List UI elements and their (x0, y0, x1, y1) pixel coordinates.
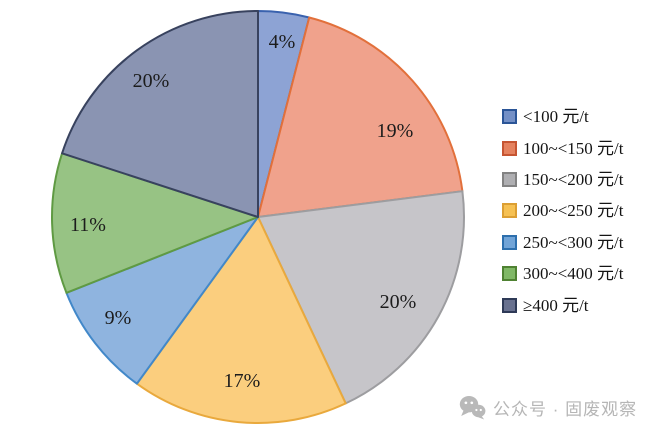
slice-label-2: 20% (380, 291, 417, 313)
legend-label: 200~<250 元/t (523, 201, 624, 221)
legend-marker-icon (502, 234, 517, 250)
watermark-text: 公众号 · 固废观察 (493, 400, 638, 419)
slice-label-3: 17% (224, 370, 261, 392)
pie-slice-5 (51, 152, 259, 294)
slice-label-6: 20% (133, 70, 170, 92)
pie-slice-6 (61, 10, 259, 218)
legend-label: 300~<400 元/t (523, 264, 624, 284)
watermark: 公众号 · 固废观察 (459, 395, 637, 420)
legend-marker-icon (502, 140, 517, 156)
legend-item-5: 300~<400 元/t (502, 258, 623, 289)
legend-item-3: 200~<250 元/t (502, 195, 623, 226)
slice-label-1: 19% (377, 120, 414, 142)
legend-label: 150~<200 元/t (523, 169, 624, 189)
legend-item-1: 100~<150 元/t (502, 132, 623, 163)
legend-marker-icon (502, 171, 517, 187)
legend-marker-icon (502, 203, 517, 219)
legend-item-0: <100 元/t (502, 101, 623, 132)
legend-item-4: 250~<300 元/t (502, 227, 623, 258)
legend-label: <100 元/t (523, 107, 589, 127)
legend-label: 250~<300 元/t (523, 232, 624, 252)
slice-label-4: 9% (105, 307, 132, 329)
legend-label: ≥400 元/t (523, 295, 589, 315)
pie-slice-3 (135, 216, 347, 424)
slice-label-5: 11% (70, 214, 106, 236)
legend-item-6: ≥400 元/t (502, 289, 623, 320)
chart-legend: <100 元/t 100~<150 元/t 150~<200 元/t 200~<250… (502, 101, 623, 321)
wechat-icon (459, 396, 486, 420)
legend-marker-icon (502, 297, 517, 313)
slice-label-0: 4% (269, 31, 296, 53)
pie-slice-4 (65, 216, 259, 385)
pie-slice-1 (257, 16, 464, 218)
pie-slice-2 (257, 190, 465, 405)
legend-label: 100~<150 元/t (523, 138, 624, 158)
legend-marker-icon (502, 109, 517, 125)
legend-marker-icon (502, 266, 517, 282)
legend-item-2: 150~<200 元/t (502, 164, 623, 195)
